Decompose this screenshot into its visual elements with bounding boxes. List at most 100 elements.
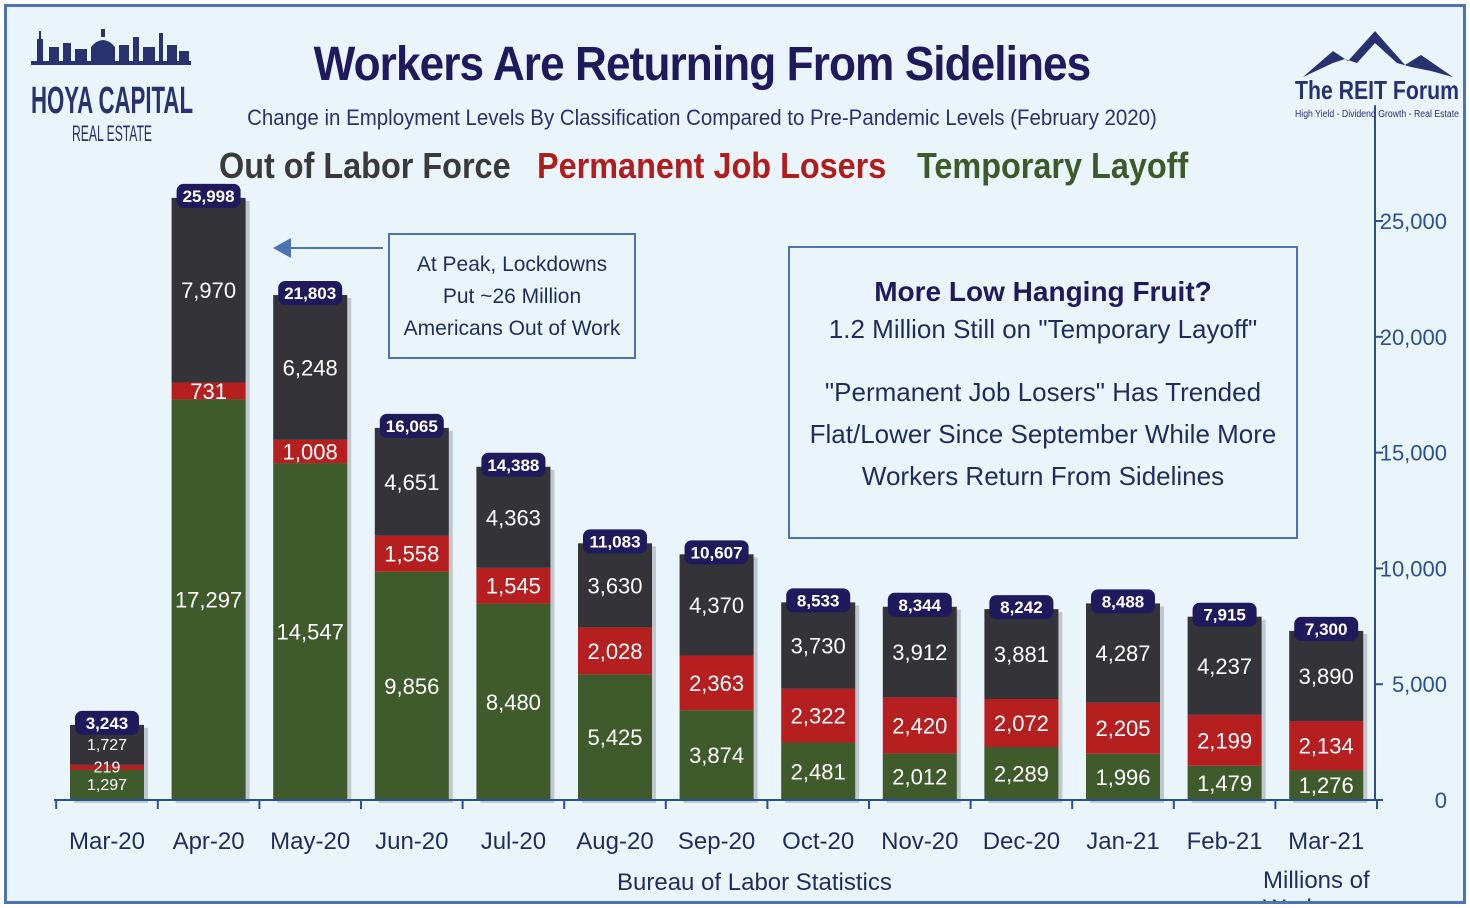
bar-segment-out-of-labor-force bbox=[1289, 630, 1364, 722]
units-label: Millions of Workers bbox=[1263, 867, 1370, 901]
y-tick-label: 10,000 bbox=[1380, 556, 1447, 581]
data-label-temporary-layoff: 2,289 bbox=[994, 761, 1049, 786]
logo-left-line2: REAL ESTATE bbox=[72, 121, 152, 146]
bar-segment-temporary-layoff bbox=[984, 746, 1059, 800]
fruit-callout-line1: "Permanent Job Losers" Has Trended bbox=[824, 377, 1262, 407]
source-label: Bureau of Labor Statistics bbox=[617, 869, 892, 896]
bar-segment-permanent-job-losers bbox=[70, 764, 144, 770]
bar-segment-temporary-layoff bbox=[374, 571, 449, 800]
bar-segment-out-of-labor-force bbox=[984, 609, 1059, 699]
legend-out-of-labor-force: Out of Labor Force bbox=[219, 145, 511, 186]
data-label-out-of-labor-force: 4,287 bbox=[1095, 641, 1150, 666]
x-tick-label: Oct-20 bbox=[782, 828, 854, 855]
data-label-temporary-layoff: 1,297 bbox=[87, 777, 127, 794]
bar-segment-permanent-job-losers bbox=[1187, 714, 1262, 766]
data-label-permanent-job-losers: 2,072 bbox=[994, 711, 1049, 736]
hoya-capital-logo: HOYA CAPITAL REAL ESTATE bbox=[31, 29, 193, 146]
bar-segment-temporary-layoff bbox=[1086, 753, 1160, 800]
fruit-callout-line3: Workers Return From Sidelines bbox=[861, 461, 1225, 491]
peak-callout: At Peak, Lockdowns Put ~26 Million Ameri… bbox=[388, 233, 636, 359]
total-label-bg bbox=[583, 529, 647, 554]
data-label-out-of-labor-force: 6,248 bbox=[283, 355, 338, 380]
logo-right-line2: High Yield - Dividend Growth - Real Esta… bbox=[1295, 109, 1459, 120]
data-label-permanent-job-losers: 2,134 bbox=[1299, 734, 1354, 759]
total-label: 7,300 bbox=[1305, 620, 1348, 639]
total-label: 25,998 bbox=[183, 187, 235, 206]
mountain-icon bbox=[1303, 31, 1453, 77]
data-label-temporary-layoff: 17,297 bbox=[175, 588, 242, 613]
bar-segment-out-of-labor-force bbox=[374, 427, 449, 536]
data-label-temporary-layoff: 8,480 bbox=[486, 690, 541, 715]
bar-segment-permanent-job-losers bbox=[578, 627, 652, 675]
bar-segment-permanent-job-losers bbox=[273, 439, 348, 464]
bar-segment-permanent-job-losers bbox=[882, 697, 957, 754]
bar-segment-temporary-layoff bbox=[1289, 770, 1364, 800]
data-label-temporary-layoff: 14,547 bbox=[277, 620, 344, 645]
chart-subtitle: Change in Employment Levels By Classific… bbox=[247, 105, 1157, 130]
data-label-permanent-job-losers: 1,545 bbox=[486, 574, 541, 599]
peak-callout-line2: Put ~26 Million bbox=[442, 285, 582, 308]
y-tick-label: 25,000 bbox=[1380, 209, 1447, 234]
total-label-bg bbox=[1192, 602, 1257, 627]
total-label: 8,242 bbox=[1000, 598, 1043, 617]
total-label: 16,065 bbox=[386, 417, 438, 436]
bar-segment-permanent-job-losers bbox=[1289, 721, 1364, 771]
data-label-out-of-labor-force: 4,370 bbox=[689, 593, 744, 618]
total-label-bg bbox=[278, 281, 343, 306]
chart-title: Workers Are Returning From Sidelines bbox=[313, 38, 1092, 91]
fruit-callout-line2: Flat/Lower Since September While More bbox=[809, 419, 1277, 449]
data-label-out-of-labor-force: 3,730 bbox=[791, 634, 846, 659]
data-label-permanent-job-losers: 2,199 bbox=[1197, 728, 1252, 753]
data-label-temporary-layoff: 1,996 bbox=[1095, 765, 1150, 790]
total-label-bg bbox=[1091, 589, 1155, 614]
bar-segment-temporary-layoff bbox=[70, 769, 144, 800]
total-label: 3,243 bbox=[86, 714, 129, 733]
data-label-out-of-labor-force: 4,237 bbox=[1197, 654, 1252, 679]
bar-segment-permanent-job-losers bbox=[1086, 702, 1160, 754]
bar-segment-permanent-job-losers bbox=[374, 535, 449, 572]
data-label-permanent-job-losers: 2,205 bbox=[1095, 716, 1150, 741]
data-label-out-of-labor-force: 3,912 bbox=[892, 640, 947, 665]
x-tick-label: May-20 bbox=[270, 828, 350, 855]
x-tick-label: Jan-21 bbox=[1086, 828, 1159, 855]
bar-segment-permanent-job-losers bbox=[984, 698, 1059, 747]
x-tick-label: Jun-20 bbox=[375, 828, 448, 855]
bar-segment-temporary-layoff bbox=[781, 742, 856, 800]
total-label-bg bbox=[887, 592, 952, 617]
x-tick-label: Apr-20 bbox=[173, 828, 245, 855]
x-tick-label: Dec-20 bbox=[983, 828, 1060, 855]
x-tick-label: Feb-21 bbox=[1187, 828, 1263, 855]
bar-segment-permanent-job-losers bbox=[679, 655, 754, 711]
bar-segment-out-of-labor-force bbox=[273, 295, 348, 440]
data-label-temporary-layoff: 1,276 bbox=[1299, 773, 1354, 798]
peak-arrow-head-icon bbox=[273, 238, 291, 258]
fruit-callout-subheading: 1.2 Million Still on "Temporary Layoff" bbox=[828, 314, 1258, 344]
chart-frame: 1,297 219 1,727 3,243 Mar-20 17,297 731 7,970 25… bbox=[4, 4, 1466, 904]
total-label: 21,803 bbox=[284, 284, 336, 303]
bar-segment-temporary-layoff bbox=[1187, 765, 1262, 800]
total-label: 8,344 bbox=[899, 596, 942, 615]
logo-left-line1: HOYA CAPITAL bbox=[31, 80, 193, 122]
bar-segment-out-of-labor-force bbox=[578, 543, 652, 628]
total-label-bg bbox=[379, 413, 444, 438]
bar-segment-permanent-job-losers bbox=[781, 688, 856, 743]
legend-permanent-job-losers: Permanent Job Losers bbox=[537, 145, 887, 186]
total-label-bg bbox=[989, 595, 1054, 620]
data-label-out-of-labor-force: 1,727 bbox=[87, 737, 127, 754]
data-label-temporary-layoff: 2,481 bbox=[791, 759, 846, 784]
x-tick-label: Aug-20 bbox=[576, 828, 653, 855]
total-label-bg bbox=[75, 710, 139, 735]
x-tick-label: Jul-20 bbox=[481, 828, 546, 855]
y-tick-label: 15,000 bbox=[1380, 441, 1447, 466]
peak-callout-line3: Americans Out of Work bbox=[403, 317, 621, 340]
data-label-permanent-job-losers: 1,008 bbox=[283, 439, 338, 464]
bar-segment-out-of-labor-force bbox=[882, 606, 957, 698]
bar-segment-out-of-labor-force bbox=[781, 602, 856, 689]
data-label-permanent-job-losers: 2,420 bbox=[892, 713, 947, 738]
data-label-temporary-layoff: 3,874 bbox=[689, 743, 744, 768]
total-label-bg bbox=[176, 183, 241, 208]
bar-segment-permanent-job-losers bbox=[476, 567, 551, 604]
data-label-permanent-job-losers: 1,558 bbox=[384, 542, 439, 567]
bar-segment-permanent-job-losers bbox=[171, 382, 246, 400]
logo-right-line1: The REIT Forum bbox=[1295, 75, 1459, 105]
